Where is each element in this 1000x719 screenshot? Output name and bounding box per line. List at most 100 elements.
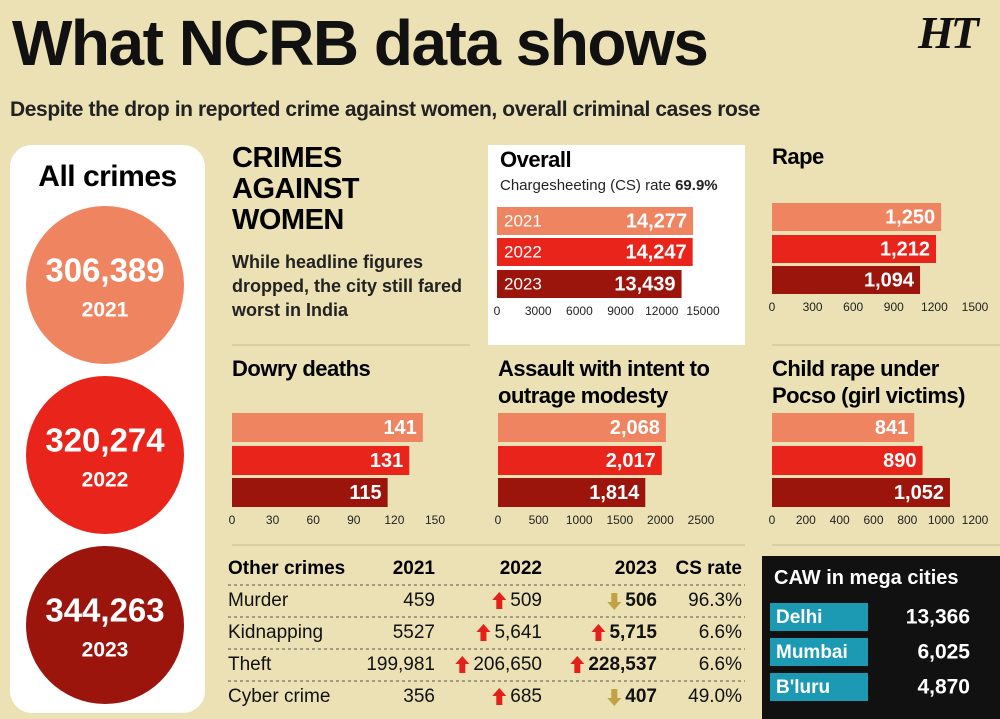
- table-cell: 49.0%: [688, 686, 742, 707]
- x-tick-label: 600: [843, 300, 863, 314]
- bar: [772, 478, 950, 507]
- crime-total: 306,389: [45, 252, 164, 289]
- x-tick-label: 2500: [688, 513, 715, 527]
- arrow-down: [607, 593, 622, 610]
- table-cell: 509: [510, 590, 542, 611]
- table-cell: 356: [403, 686, 435, 707]
- chart-title: Child rape under Pocso (girl victims): [772, 356, 965, 408]
- table-header: 2021: [393, 558, 436, 579]
- mega-cities-title: CAW in mega cities: [774, 567, 959, 589]
- table-header: 2022: [500, 558, 542, 579]
- bar: [232, 413, 423, 442]
- subtitle: Despite the drop in reported crime again…: [10, 98, 760, 121]
- crime-total: 320,274: [45, 422, 165, 459]
- category-label: 2022: [504, 242, 542, 261]
- x-tick-label: 0: [769, 300, 776, 314]
- x-tick-label: 300: [803, 300, 823, 314]
- chart-title: Overall: [500, 147, 572, 172]
- table-cell: Theft: [228, 654, 272, 675]
- x-tick-label: 600: [863, 513, 883, 527]
- value-label: 14,277: [626, 210, 687, 232]
- value-label: 13,439: [614, 273, 675, 295]
- bar: [232, 478, 388, 507]
- bar: [772, 413, 915, 442]
- chart-title: Assault with intent to outrage modesty: [498, 356, 710, 408]
- x-tick-label: 1500: [606, 513, 633, 527]
- arrow-up: [492, 688, 507, 705]
- x-tick-label: 400: [830, 513, 850, 527]
- x-tick-label: 3000: [525, 304, 552, 318]
- table-cell: 407: [625, 686, 657, 707]
- x-tick-label: 90: [347, 513, 361, 527]
- crime-year: 2023: [82, 639, 129, 662]
- title: What NCRB data shows: [12, 7, 709, 79]
- value-label: 2,017: [606, 450, 656, 472]
- x-tick-label: 60: [307, 513, 321, 527]
- cs-rate: 69.9%: [675, 177, 718, 194]
- bar: [772, 203, 942, 231]
- x-tick-label: 1500: [962, 300, 989, 314]
- crime-circle: [26, 206, 184, 364]
- logo: HT: [918, 7, 979, 58]
- crime-total: 344,263: [45, 592, 164, 629]
- x-tick-label: 500: [529, 513, 549, 527]
- value-label: 1,250: [885, 206, 935, 228]
- crime-circle: [26, 546, 184, 704]
- table-cell: Cyber crime: [228, 686, 330, 707]
- city-value: 13,366: [906, 606, 970, 629]
- value-label: 890: [883, 450, 916, 472]
- crime-circle: [26, 376, 184, 534]
- city-box: [770, 673, 868, 701]
- table-cell: 5527: [393, 622, 435, 643]
- x-tick-label: 9000: [607, 304, 634, 318]
- x-tick-label: 1200: [962, 513, 989, 527]
- category-label: 2021: [504, 211, 542, 230]
- bar: [497, 270, 682, 298]
- value-label: 14,247: [625, 241, 686, 263]
- x-tick-label: 0: [229, 513, 236, 527]
- table-cell: 5,715: [609, 622, 657, 643]
- bar: [772, 446, 923, 475]
- city-value: 4,870: [917, 676, 970, 699]
- city-name: Mumbai: [776, 642, 848, 663]
- x-tick-label: 1200: [921, 300, 948, 314]
- bar: [498, 446, 662, 475]
- x-tick-label: 6000: [566, 304, 593, 318]
- all-crimes-title: All crimes: [38, 160, 177, 193]
- arrow-up: [476, 624, 491, 641]
- chart-title: Dowry deaths: [232, 356, 371, 381]
- x-tick-label: 0: [494, 304, 501, 318]
- table-cell: Kidnapping: [228, 622, 323, 643]
- x-tick-label: 0: [495, 513, 502, 527]
- x-tick-label: 200: [796, 513, 816, 527]
- value-label: 1,094: [864, 269, 915, 291]
- bar: [772, 235, 937, 263]
- subtitle-text: Chargesheeting (CS) rate: [500, 177, 671, 194]
- table-cell: 506: [625, 590, 657, 611]
- x-tick-label: 120: [384, 513, 404, 527]
- x-tick-label: 15000: [686, 304, 720, 318]
- bar: [497, 238, 693, 266]
- table-cell: 5,641: [494, 622, 542, 643]
- women-heading: CRIMES AGAINST WOMEN: [232, 142, 360, 236]
- table-cell: 685: [510, 686, 542, 707]
- city-box: [770, 603, 868, 631]
- table-cell: 6.6%: [699, 654, 742, 675]
- bar: [497, 207, 694, 235]
- table-cell: 6.6%: [699, 622, 742, 643]
- category-label: 2023: [504, 274, 542, 293]
- crime-year: 2021: [82, 299, 129, 322]
- table-cell: 96.3%: [688, 590, 742, 611]
- x-tick-label: 0: [769, 513, 776, 527]
- x-tick-label: 800: [897, 513, 917, 527]
- arrow-up: [455, 656, 470, 673]
- value-label: 115: [349, 482, 381, 504]
- arrow-up: [591, 624, 606, 641]
- table-cell: 228,537: [588, 654, 657, 675]
- arrow-up: [492, 592, 507, 609]
- city-box: [770, 638, 868, 666]
- value-label: 1,212: [880, 238, 930, 260]
- value-label: 1,814: [589, 482, 640, 504]
- x-tick-label: 12000: [645, 304, 679, 318]
- table-cell: 459: [403, 590, 435, 611]
